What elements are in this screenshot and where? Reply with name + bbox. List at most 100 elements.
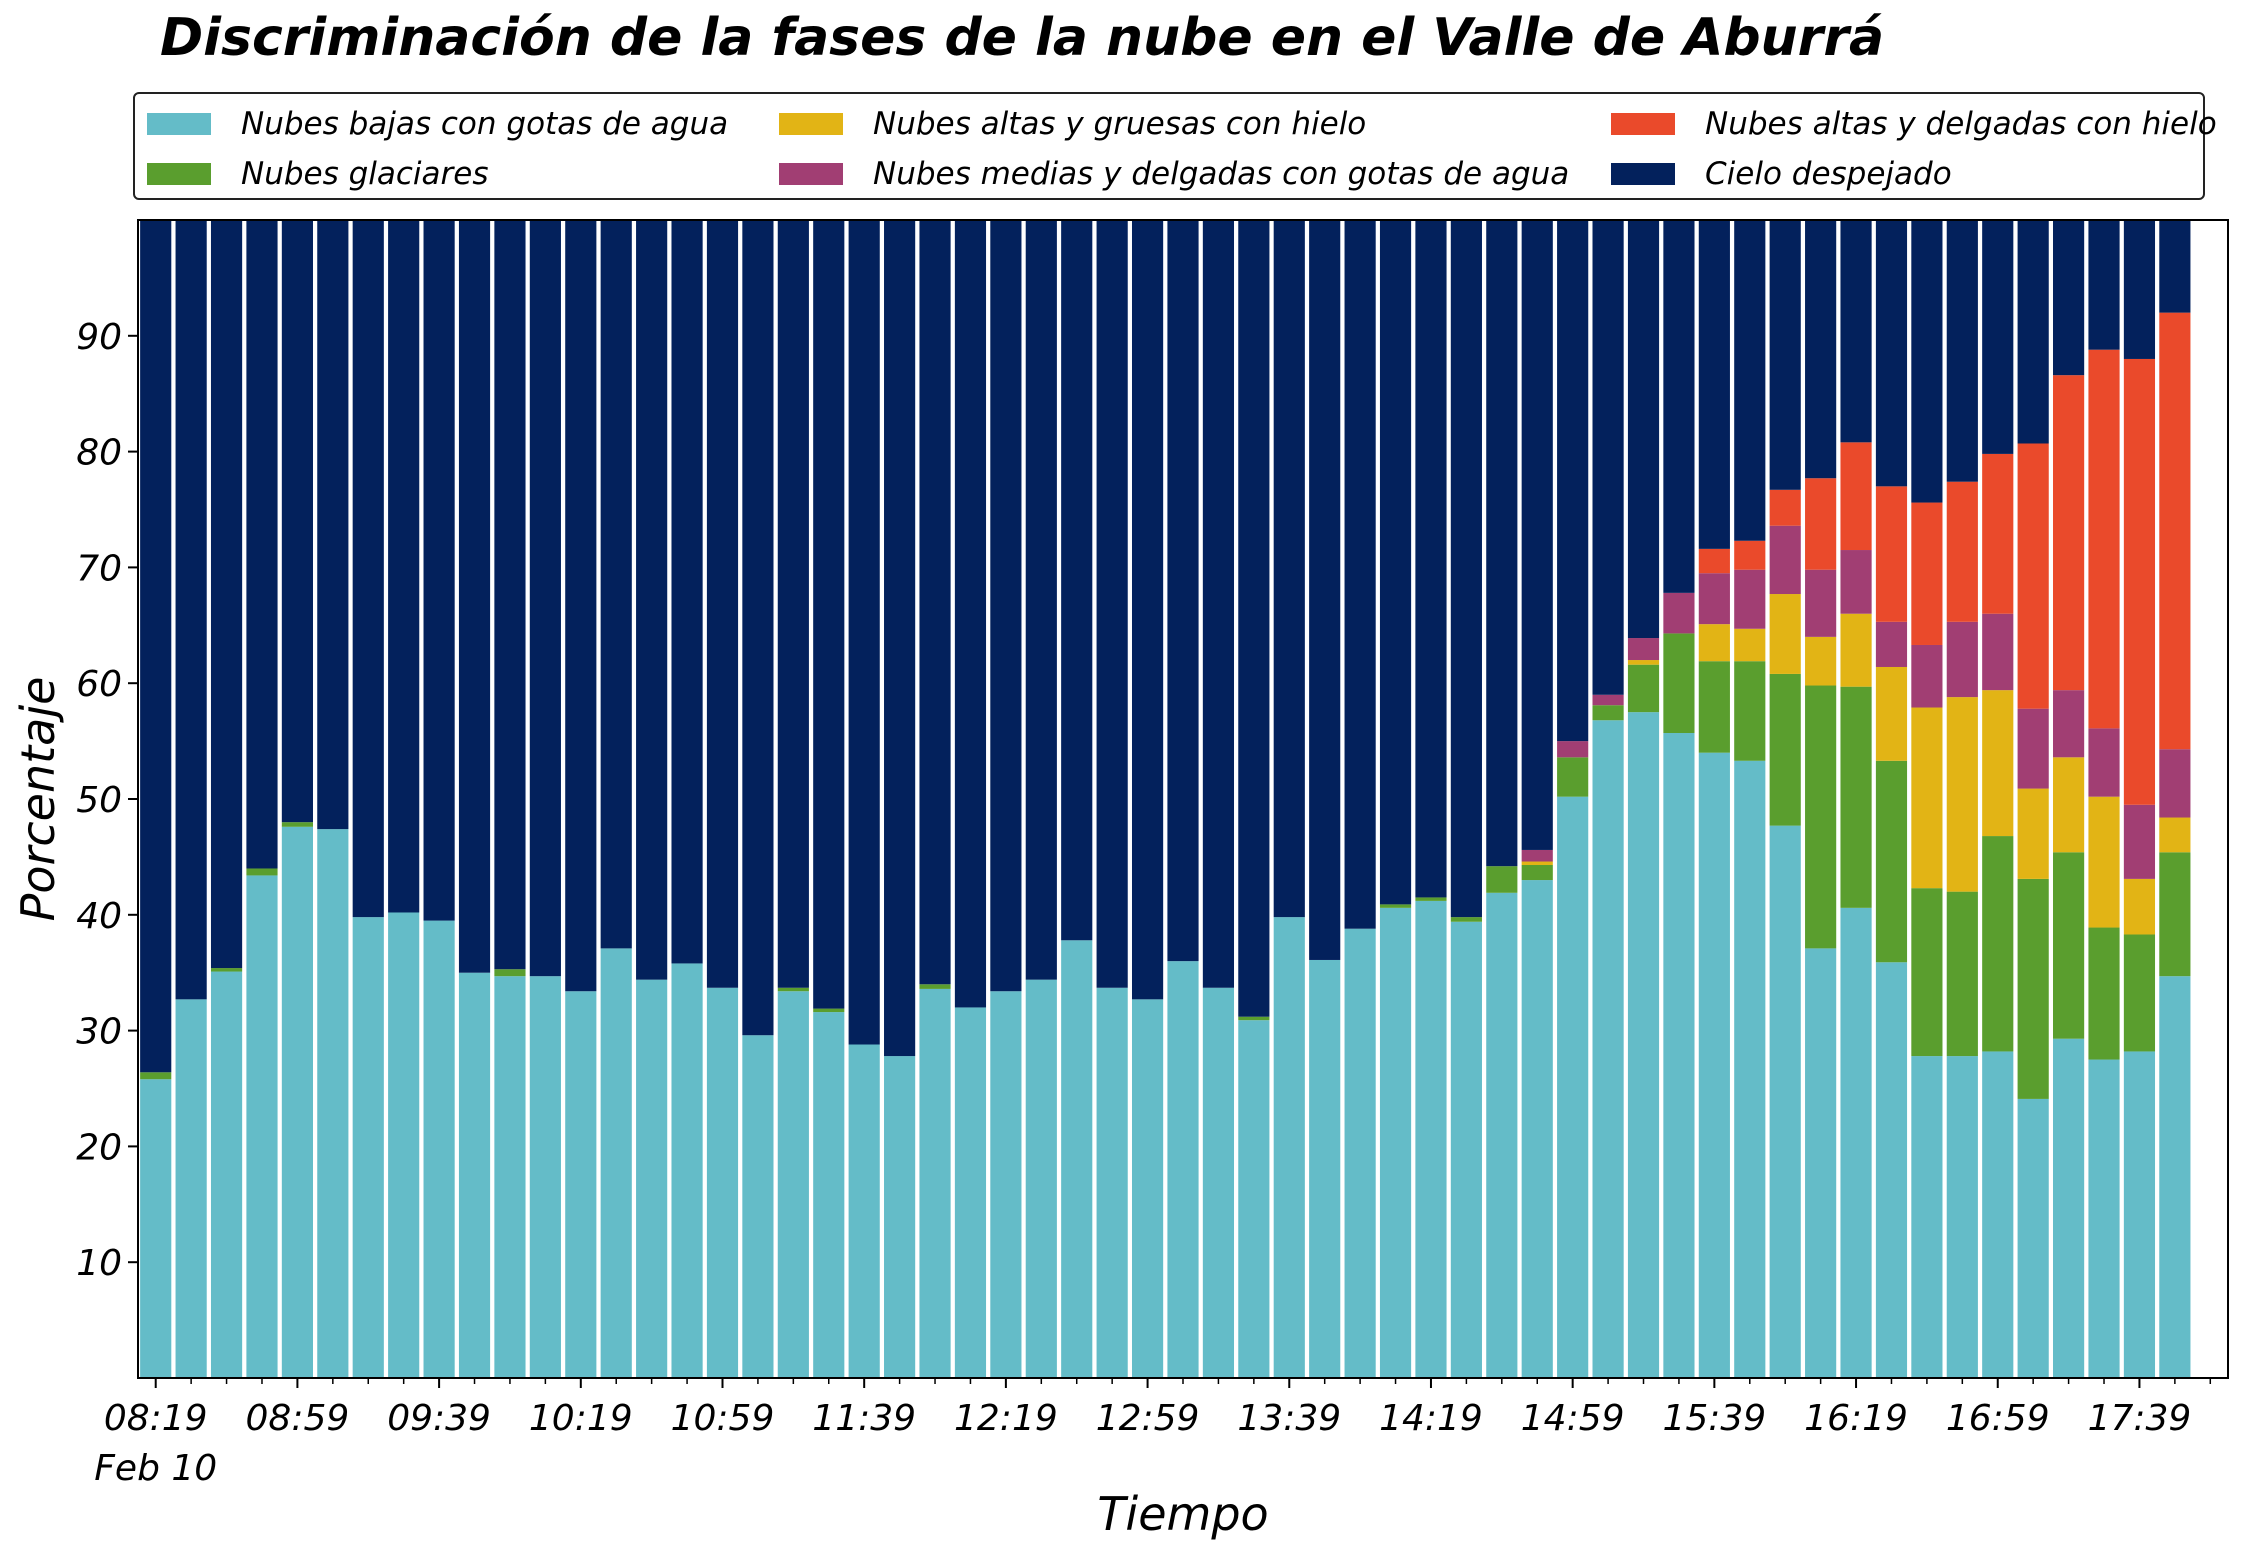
bar-segment-1-36 [1415,897,1447,901]
bar-segment-0-27 [1096,987,1128,1378]
bar-segment-1-50 [1911,888,1943,1057]
bar-segment-1-42 [1627,664,1660,713]
bar-segment-5-4 [281,220,313,823]
bar-segment-2-39 [1521,861,1553,866]
legend-label: Nubes medias y delgadas con gotas de agu… [873,156,1570,192]
bar-segment-3-57 [2159,749,2191,818]
bar-segment-3-56 [2123,804,2156,879]
bar-segment-0-50 [1911,1056,1943,1378]
bar-segment-0-13 [600,948,632,1378]
bar-segment-4-53 [2017,443,2049,709]
x-tick-label: 17:39 [2088,1398,2192,1439]
x-tick-label: 15:39 [1662,1398,1766,1439]
bar-segment-0-41 [1592,720,1624,1378]
bar-segment-0-24 [990,991,1022,1378]
bar-segment-5-16 [706,220,739,988]
x-axis-date-label: Feb 10 [94,1448,217,1489]
bar-segment-5-25 [1025,220,1057,980]
bar-segment-5-37 [1450,220,1482,918]
legend-item: Nubes altas y delgadas con hielo [1611,106,2217,142]
y-tick-label: 60 [76,664,122,705]
bar-segment-4-45 [1734,540,1766,570]
bar-segment-3-51 [1946,621,1978,698]
bar-segment-2-55 [2088,796,2120,928]
legend-swatch [779,113,843,135]
legend-label: Nubes bajas con gotas de agua [241,106,729,142]
bar-segment-3-47 [1805,569,1837,637]
bar-segment-2-46 [1769,594,1801,674]
bar-segment-0-42 [1627,712,1660,1378]
bar-segment-2-52 [1982,690,2014,837]
bar-segment-0-45 [1734,760,1766,1378]
bar-segment-0-44 [1698,752,1730,1378]
bar-segment-1-43 [1663,633,1695,733]
bar-segment-2-56 [2123,878,2156,935]
bar-segment-1-4 [281,822,313,827]
bar-segment-4-57 [2159,312,2191,750]
bar-segment-0-11 [529,976,561,1378]
bar-segment-4-50 [1911,502,1943,645]
bar-segment-5-40 [1557,220,1589,742]
bar-segment-0-55 [2088,1059,2120,1378]
bar-segment-1-53 [2017,878,2049,1099]
bar-segment-1-2 [210,968,243,972]
chart-legend: Nubes bajas con gotas de agua Nubes glaci… [133,92,2217,200]
x-tick-label: 13:39 [1237,1398,1341,1439]
bar-segment-5-2 [210,220,243,969]
bar-segment-1-41 [1592,705,1624,721]
bar-segment-1-38 [1486,866,1518,893]
chart-title: Discriminación de la fases de la nube en… [160,8,1885,68]
bar-segment-0-37 [1450,921,1482,1378]
bar-segment-4-54 [2053,375,2085,691]
bar-segment-3-54 [2053,690,2085,758]
bar-segment-2-48 [1840,613,1872,687]
y-tick-label: 50 [76,780,122,821]
bar-segment-5-33 [1309,220,1341,960]
bar-segment-0-48 [1840,907,1872,1378]
bar-segment-5-49 [1875,220,1908,487]
bar-segment-0-22 [919,988,951,1378]
bar-segment-3-39 [1521,849,1553,862]
bar-segment-0-10 [494,976,526,1378]
bar-segment-4-47 [1805,478,1837,570]
x-tick-label: 12:59 [1096,1398,1200,1439]
bar-segment-5-43 [1663,220,1695,593]
bar-segment-5-48 [1840,220,1872,443]
bar-segment-0-31 [1238,1020,1270,1378]
legend-label: Nubes altas y gruesas con hielo [873,106,1367,142]
bar-segment-3-53 [2017,708,2049,789]
bar-segment-0-23 [954,1007,987,1378]
bar-segment-0-19 [813,1012,845,1378]
bar-segment-3-44 [1698,573,1730,625]
y-tick-label: 40 [76,896,122,937]
bar-segment-3-52 [1982,613,2014,691]
bar-segment-0-43 [1663,732,1695,1378]
bar-segment-0-21 [884,1056,916,1378]
x-tick-label: 14:19 [1379,1398,1483,1439]
bar-segment-4-46 [1769,489,1801,526]
bar-segment-1-37 [1450,917,1482,922]
bar-segment-1-31 [1238,1016,1270,1021]
bar-segment-5-13 [600,220,632,949]
bar-segment-5-20 [848,220,880,1045]
bar-segment-2-44 [1698,624,1730,662]
y-tick-label: 80 [76,433,122,474]
bar-segment-5-23 [954,220,987,1008]
bar-segment-0-26 [1061,940,1093,1378]
bar-segment-2-49 [1875,666,1908,761]
bar-segment-1-49 [1875,760,1908,963]
bar-segment-0-40 [1557,796,1589,1378]
bar-segment-5-41 [1592,220,1624,695]
bar-segment-4-49 [1875,486,1908,622]
bar-segment-2-42 [1627,660,1660,665]
bar-segment-5-22 [919,220,951,985]
y-tick-label: 90 [76,317,122,358]
y-axis-label: Porcentaje [11,677,65,922]
bar-segment-0-39 [1521,880,1553,1378]
bar-segment-0-7 [388,912,420,1378]
bar-segment-5-15 [671,220,703,964]
bar-segment-1-52 [1982,836,2014,1052]
bar-segment-0-32 [1273,917,1305,1378]
bar-segment-5-57 [2159,220,2191,313]
bar-segment-0-9 [458,972,491,1378]
